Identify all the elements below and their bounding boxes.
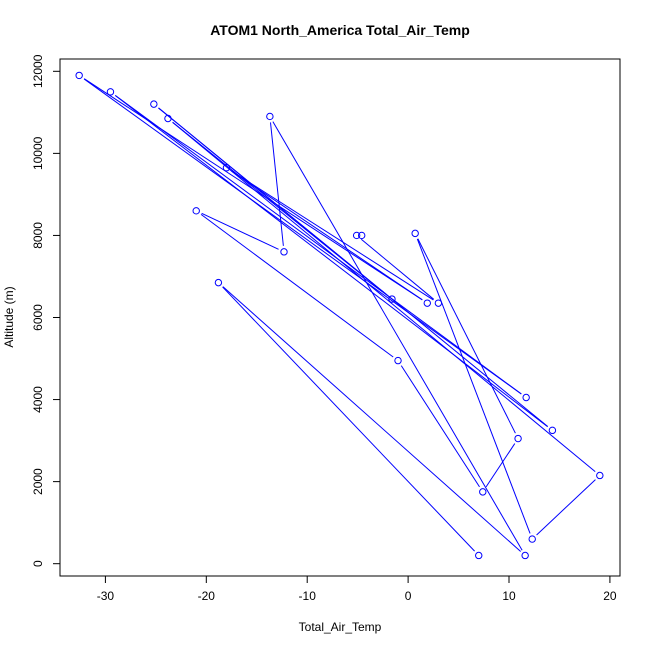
data-point bbox=[164, 114, 172, 123]
y-tick-label: 4000 bbox=[31, 386, 45, 413]
x-tick-label: 10 bbox=[502, 589, 516, 603]
series-points bbox=[75, 71, 604, 560]
series-segment bbox=[114, 94, 522, 395]
data-point bbox=[528, 535, 536, 543]
data-point bbox=[192, 207, 200, 215]
x-tick-label: -20 bbox=[198, 589, 216, 603]
x-tick-label: 0 bbox=[405, 589, 412, 603]
series-segment bbox=[269, 122, 284, 246]
series-segment bbox=[158, 107, 549, 427]
data-point bbox=[394, 356, 402, 365]
data-point bbox=[548, 426, 557, 435]
x-tick-label: -10 bbox=[299, 589, 317, 603]
x-tick-label: -30 bbox=[97, 589, 115, 603]
data-point bbox=[522, 393, 530, 402]
series-segment bbox=[222, 286, 475, 552]
data-point bbox=[352, 231, 361, 240]
series-segment bbox=[114, 95, 548, 428]
y-axis: 0 2000 4000 6000 8000 10000 12000 bbox=[31, 54, 60, 567]
series-segment bbox=[83, 78, 423, 301]
data-point bbox=[266, 112, 274, 121]
y-tick-label: 2000 bbox=[31, 468, 45, 495]
y-tick-label: 0 bbox=[31, 560, 45, 567]
data-point bbox=[596, 471, 604, 480]
data-point bbox=[434, 299, 443, 307]
y-tick-label: 8000 bbox=[31, 222, 45, 249]
data-point bbox=[479, 488, 487, 496]
x-axis: -30 -20 -10 0 10 20 bbox=[97, 576, 617, 603]
series-segment bbox=[536, 479, 596, 536]
series-segment bbox=[417, 238, 516, 434]
data-point bbox=[423, 299, 431, 307]
data-point bbox=[357, 231, 366, 240]
data-point bbox=[411, 229, 419, 238]
series-segment bbox=[360, 238, 435, 300]
y-tick-label: 12000 bbox=[31, 54, 45, 88]
series-segment bbox=[222, 286, 522, 552]
series-segment bbox=[83, 78, 522, 395]
series-segment bbox=[400, 365, 480, 488]
series-line bbox=[83, 78, 596, 552]
data-point bbox=[514, 434, 522, 443]
x-axis-label: Total_Air_Temp bbox=[299, 620, 382, 634]
data-point bbox=[150, 100, 158, 108]
data-point bbox=[214, 278, 223, 287]
y-tick-label: 10000 bbox=[31, 136, 45, 170]
series-segment bbox=[485, 443, 516, 488]
series-segment bbox=[172, 121, 596, 473]
data-point bbox=[388, 295, 396, 303]
x-tick-label: 20 bbox=[603, 589, 617, 603]
series-segment bbox=[231, 170, 434, 301]
series-segment bbox=[231, 170, 423, 301]
data-point bbox=[75, 71, 83, 80]
data-point bbox=[280, 248, 288, 256]
series-segment bbox=[272, 121, 523, 551]
series-segment bbox=[200, 213, 394, 358]
data-point bbox=[106, 88, 115, 96]
series-segment bbox=[201, 212, 279, 250]
y-axis-label: Altitude (m) bbox=[2, 286, 16, 347]
y-tick-label: 6000 bbox=[31, 304, 45, 331]
data-point bbox=[475, 551, 483, 560]
data-point bbox=[521, 551, 529, 560]
series-segment bbox=[416, 238, 531, 534]
data-point bbox=[222, 164, 231, 172]
chart-title: ATOM1 North_America Total_Air_Temp bbox=[210, 22, 470, 38]
